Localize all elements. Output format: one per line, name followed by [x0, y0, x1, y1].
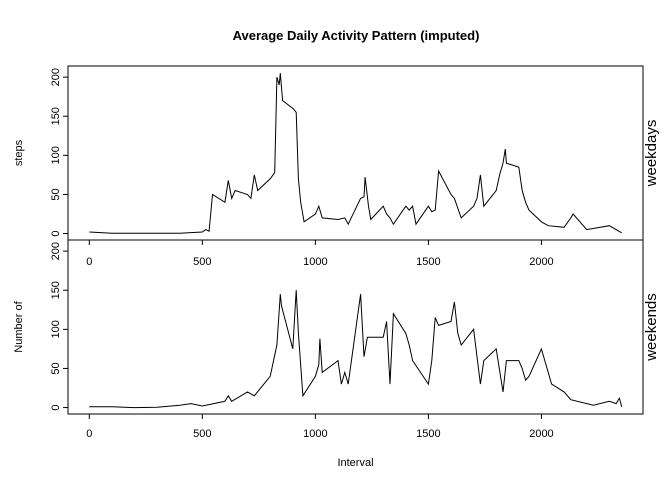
x-tick-label: 2000 [529, 256, 553, 268]
x-tick-label: 1500 [416, 428, 440, 440]
y-tick-label: 200 [50, 242, 62, 260]
x-tick-label: 0 [86, 428, 92, 440]
y-axis-label: Number of [13, 300, 25, 352]
x-tick-label: 0 [86, 256, 92, 268]
x-tick-label: 500 [193, 428, 211, 440]
strip-label: weekdays [643, 120, 660, 188]
y-tick-label: 50 [50, 188, 62, 200]
x-tick-label: 1000 [303, 256, 327, 268]
x-tick-label: 2000 [529, 428, 553, 440]
strip-label: weekends [643, 293, 660, 362]
y-tick-label: 200 [50, 68, 62, 86]
x-tick-label: 500 [193, 256, 211, 268]
y-tick-label: 100 [50, 320, 62, 338]
y-tick-label: 0 [50, 230, 62, 236]
y-tick-label: 50 [50, 362, 62, 374]
x-tick-label: 1500 [416, 256, 440, 268]
data-line [89, 73, 622, 234]
y-tick-label: 150 [50, 107, 62, 125]
data-line [89, 290, 623, 409]
y-tick-label: 0 [50, 404, 62, 410]
x-tick-label: 1000 [303, 428, 327, 440]
x-axis-label: Interval [337, 457, 373, 469]
y-tick-label: 150 [50, 281, 62, 299]
plot-frame [67, 239, 644, 415]
chart-title: Average Daily Activity Pattern (imputed) [233, 28, 480, 43]
y-tick-label: 100 [50, 146, 62, 164]
y-axis-label: steps [13, 139, 25, 166]
